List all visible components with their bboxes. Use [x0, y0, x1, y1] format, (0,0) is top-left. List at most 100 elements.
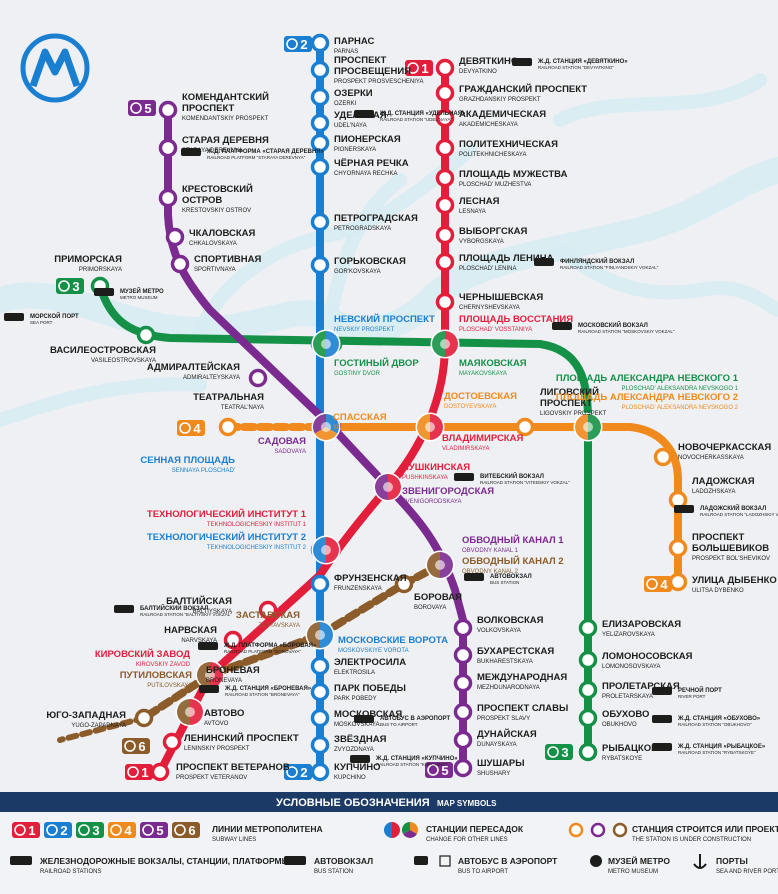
transfer-name-en: SEA PORT	[30, 320, 53, 325]
station-label-prospekt-slavy: ПРОСПЕКТ СЛАВЫ PROSPEKT SLAVY	[477, 703, 568, 722]
transfer-name-en: RAILROAD STATION "MOSKOVSKIY VOKZAL"	[578, 329, 675, 334]
station-name-en: ZASTAVSKAYA	[258, 623, 300, 629]
station-moskovskaya	[310, 708, 330, 728]
transfer-name-ru: Ж.Д. СТАНЦИЯ «РЫБАЦКОЕ»	[677, 744, 766, 750]
station-label-parnas: ПАРНАС PARNAS	[334, 36, 375, 55]
station-name-en: ADMIRALTEYSKAYA	[183, 375, 240, 381]
station-name-ru: ТЕХНОЛОГИЧЕСКИЙ ИНСТИТУТ 1	[147, 508, 307, 520]
legend-bus-en: BUS STATION	[314, 869, 353, 875]
train-icon	[94, 288, 114, 296]
legend-ports-ru: ПОРТЫ	[716, 856, 748, 866]
station-name-en: PLOSCHAD' LENINA	[459, 266, 517, 272]
line-badge-number: 6	[138, 739, 145, 754]
transfer-hub-segment	[210, 662, 223, 688]
legend-museum-icon	[590, 855, 602, 867]
line-badge-number: 4	[193, 421, 201, 436]
train-icon	[534, 258, 554, 266]
legend-airport-ru: АВТОБУС В АЭРОПОРТ	[458, 856, 558, 866]
station-label-elizarovskaya: ЕЛИЗАРОВСКАЯ YELIZAROVSKAYA	[602, 619, 681, 638]
station-label-shushary: ШУШАРЫ SHUSHARY	[477, 758, 525, 777]
station-name-en: YELIZAROVSKAYA	[602, 632, 655, 638]
station-name-ru: АКАДЕМИЧЕСКАЯ	[459, 109, 546, 120]
station-politekh	[435, 138, 455, 158]
transfer-name-en: RAILROAD STATION "FINLYANDSKIY VOKZAL"	[560, 265, 659, 270]
transfer-hub-center	[583, 422, 593, 432]
legend-title-ru: УСЛОВНЫЕ ОБОЗНАЧЕНИЯ	[276, 797, 430, 809]
badge-line-4-right: 4	[644, 576, 672, 592]
transfer-name-en: RAILROAD STATION "VITEBSKIY VOKZAL"	[480, 480, 570, 485]
station-label-bukharestskaya: БУХАРЕСТСКАЯ BUKHARESTSKAYA	[477, 646, 554, 665]
station-name-en: VASILEOSTROVSKAYA	[91, 358, 156, 364]
legend-construction-icon	[568, 822, 584, 838]
line-badge-number: 4	[660, 577, 668, 592]
station-name-ru: КРЕСТОВСКИЙ	[182, 183, 253, 195]
metro-m-icon	[127, 766, 139, 778]
station-name-ru: ДОСТОЕВСКАЯ	[444, 391, 517, 402]
station-name-en: PROLETARSKAYA	[602, 694, 653, 700]
station-name-en: PLOSCHAD' ALEKSANDRA NEVSKOGO 1	[621, 386, 738, 392]
train-icon	[652, 687, 672, 695]
station-name-en: LENINSKIY PROSPEKT	[184, 746, 250, 752]
transfer-hub-center	[425, 422, 435, 432]
station-name-en: STARAYA DEREVNYA	[182, 148, 243, 154]
station-name-ru: АДМИРАЛТЕЙСКАЯ	[147, 361, 240, 373]
station-name-en: AVTOVO	[204, 721, 229, 727]
river-neva	[553, 73, 767, 127]
transfer-name-ru: ФИНЛЯНДСКИЙ ВОКЗАЛ	[560, 257, 634, 265]
station-label-primorskaya: ПРИМОРСКАЯ PRIMORSKAYA	[54, 254, 122, 273]
station-name-ru: ФРУНЗЕНСКАЯ	[334, 573, 407, 584]
station-name-ru: ПРОСПЕКТ	[182, 103, 234, 114]
legend-line-number: 2	[60, 823, 67, 838]
station-leninsky	[162, 732, 182, 752]
station-label-zastavskaya: ЗАСТАВСКАЯ ZASTAVSKAYA	[236, 610, 300, 629]
station-shushary	[453, 758, 473, 778]
transfer-name-ru: Ж.Д. СТАНЦИЯ «ОБУХОВО»	[677, 716, 761, 722]
station-name-en: TEKHNOLOGICHESKIY INSTITUT 2	[207, 545, 307, 551]
station-name-en: AKADEMICHESKAYA	[459, 122, 518, 128]
metro-m-icon	[427, 764, 439, 776]
metro-logo: M	[20, 33, 90, 103]
transfer-name-en: METRO MUSEUM	[120, 295, 158, 300]
legend-subway-lines: ЛИНИИ МЕТРОПОЛИТЕНА SUBWAY LINES	[212, 824, 323, 843]
station-label-lomonosovskaya: ЛОМОНОСОВСКАЯ LOMONOSOVSKAYA	[602, 651, 693, 670]
station-name-en: LESNAYA	[459, 209, 486, 215]
station-label-dostoevskaya: ДОСТОЕВСКАЯ DOSTOYEVSKAYA	[444, 391, 517, 410]
station-pl-muzhestva	[435, 168, 455, 188]
station-name-ru: ЛЕНИНСКИЙ ПРОСПЕКТ	[184, 732, 299, 744]
legend-line-5: 5	[140, 822, 168, 838]
station-ligovsky	[515, 417, 535, 437]
station-name-en: PROSPEKT SLAVY	[477, 716, 530, 722]
station-name-ru: ЛИГОВСКИЙ	[540, 386, 599, 398]
station-lesnaya	[435, 195, 455, 215]
station-name-ru: БАЛТИЙСКАЯ	[166, 595, 232, 607]
line-badge-number: 1	[421, 61, 428, 76]
station-obukhovo	[578, 708, 598, 728]
legend-transfer-icon	[402, 822, 410, 834]
station-name-ru: ШУШАРЫ	[477, 758, 525, 769]
station-gorkovskaya	[310, 255, 330, 275]
station-name-ru: ГРАЖДАНСКИЙ ПРОСПЕКТ	[459, 83, 587, 95]
train-icon	[4, 313, 24, 321]
legend-line-badge	[140, 822, 168, 838]
station-frunzenskaya	[310, 574, 330, 594]
badge-line-1-bottom: 1	[125, 764, 153, 780]
station-label-bronevaya: БРОНЕВАЯ BRONEVAYA	[206, 665, 260, 684]
station-name-en: PUTILOVSKAYA	[147, 683, 192, 689]
station-park-pobedy	[310, 682, 330, 702]
station-name-ru: ТЕАТРАЛЬНАЯ	[193, 392, 264, 403]
transfer-note: Ж.Д. СТАНЦИЯ «УДЕЛЬНАЯ»RAILROAD STATION …	[354, 110, 466, 122]
station-name-ru: ПАРК ПОБЕДЫ	[334, 683, 406, 694]
station-name-en: SADOVAYA	[274, 449, 306, 455]
transfer-hub-segment	[314, 427, 338, 440]
station-name-en: OZERKI	[334, 101, 357, 107]
metro-m-icon	[407, 62, 419, 74]
transfer-hub-segment	[307, 622, 320, 648]
station-name-en: UDEL'NAYA	[334, 123, 367, 129]
station-name-en: PARNAS	[334, 49, 358, 55]
metro-m-icon	[547, 746, 559, 758]
station-admiralteyskaya	[248, 368, 268, 388]
station-name-en: NOVOCHERKASSKAYA	[678, 455, 744, 461]
line-badge-bg	[284, 36, 312, 52]
station-name-ru: ЮГО-ЗАПАДНАЯ	[46, 710, 126, 721]
